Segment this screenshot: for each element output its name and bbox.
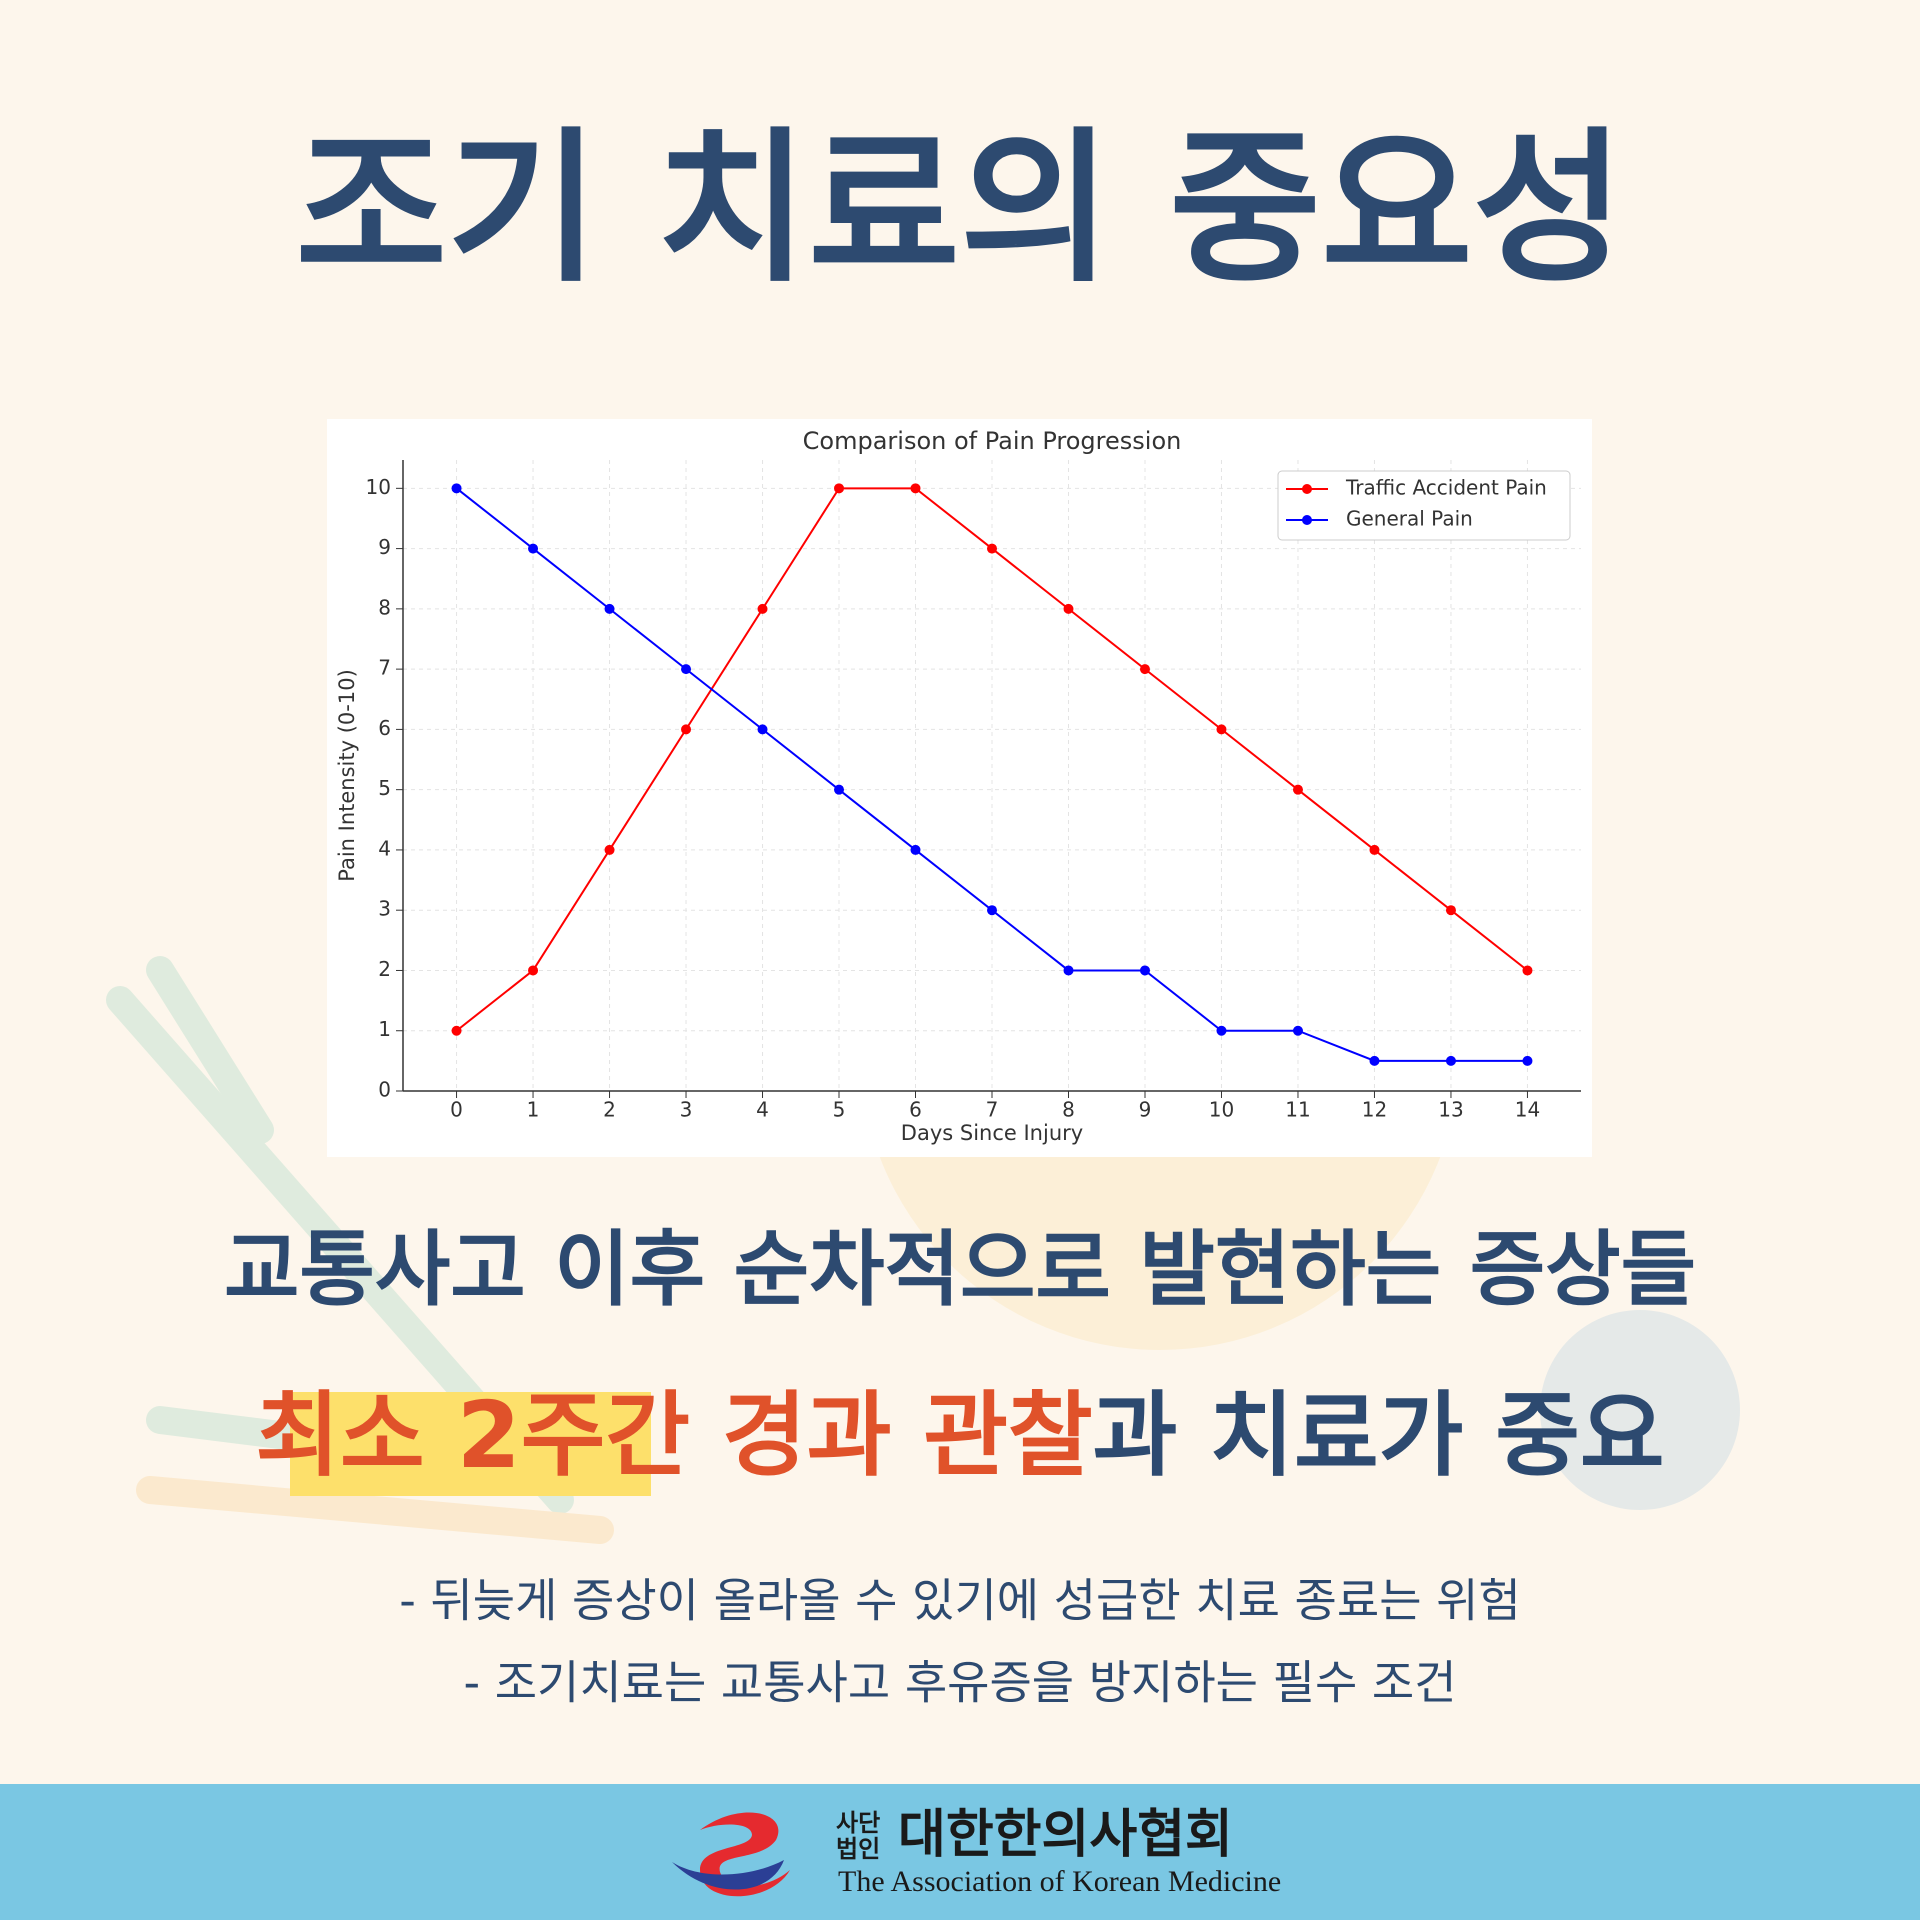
data-point bbox=[1063, 603, 1074, 614]
data-point bbox=[1522, 965, 1533, 976]
y-tick-label: 3 bbox=[378, 897, 391, 921]
chart: Comparison of Pain Progression0123456789… bbox=[335, 427, 1581, 1145]
y-tick-label: 9 bbox=[378, 535, 391, 559]
x-tick-label: 0 bbox=[450, 1098, 463, 1122]
legend-marker bbox=[1302, 515, 1312, 525]
org-name-en: The Association of Korean Medicine bbox=[838, 1865, 1281, 1898]
x-tick-label: 14 bbox=[1515, 1098, 1540, 1122]
org-type: 법인 bbox=[836, 1835, 880, 1863]
data-point bbox=[834, 784, 845, 795]
x-tick-label: 12 bbox=[1362, 1098, 1387, 1122]
x-tick-label: 13 bbox=[1438, 1098, 1463, 1122]
data-point bbox=[1216, 1025, 1227, 1036]
data-point bbox=[1139, 965, 1150, 976]
data-point bbox=[1522, 1055, 1533, 1066]
y-tick-label: 0 bbox=[378, 1078, 391, 1102]
x-tick-label: 4 bbox=[756, 1098, 769, 1122]
emphasis-part: 과 치료가 중요 bbox=[1093, 1382, 1665, 1489]
y-tick-label: 8 bbox=[378, 595, 391, 619]
bullet: - 뒤늦게 증상이 올라올 수 있기에 성급한 치료 종료는 위험 bbox=[399, 1574, 1521, 1628]
footer bbox=[0, 1784, 1920, 1920]
data-point bbox=[1445, 905, 1456, 916]
chart-title: Comparison of Pain Progression bbox=[803, 427, 1182, 455]
data-point bbox=[987, 905, 997, 916]
message-emphasis: 최소 2주간 경과 관찰과 치료가 중요 bbox=[255, 1382, 1664, 1489]
data-point bbox=[910, 844, 921, 855]
data-point bbox=[1139, 664, 1150, 675]
highlight bbox=[290, 1392, 651, 1496]
data-point bbox=[910, 483, 921, 494]
x-tick-label: 7 bbox=[986, 1098, 999, 1122]
legend-label: General Pain bbox=[1346, 507, 1473, 531]
data-point bbox=[451, 483, 462, 494]
data-point bbox=[1063, 965, 1074, 976]
org-name: 대한한의사협회 bbox=[898, 1805, 1233, 1865]
x-tick-label: 8 bbox=[1062, 1098, 1075, 1122]
y-tick-label: 5 bbox=[378, 776, 391, 800]
data-point bbox=[681, 724, 692, 735]
data-point bbox=[528, 965, 539, 976]
chart-background bbox=[327, 419, 1592, 1157]
data-point bbox=[604, 844, 615, 855]
legend-marker bbox=[1302, 484, 1312, 494]
page-title: 조기 치료의 중요성 bbox=[295, 112, 1624, 304]
data-point bbox=[528, 543, 539, 554]
data-point bbox=[604, 603, 615, 614]
x-tick-label: 1 bbox=[527, 1098, 540, 1122]
data-point bbox=[681, 664, 692, 675]
data-point bbox=[1369, 844, 1380, 855]
data-point bbox=[1216, 724, 1227, 735]
x-tick-label: 5 bbox=[833, 1098, 846, 1122]
y-tick-label: 10 bbox=[366, 475, 391, 499]
x-tick-label: 11 bbox=[1285, 1098, 1310, 1122]
legend-box bbox=[1277, 470, 1571, 541]
y-tick-label: 1 bbox=[378, 1017, 391, 1041]
logo bbox=[672, 1812, 790, 1897]
emphasis-part: 최소 2주간 경과 관찰 bbox=[255, 1382, 1092, 1489]
data-point bbox=[451, 1025, 462, 1036]
bullet: - 조기치료는 교통사고 후유증을 방지하는 필수 조건 bbox=[463, 1656, 1456, 1710]
data-point bbox=[757, 603, 768, 614]
org-type: 사단 bbox=[836, 1809, 880, 1837]
y-axis-label: Pain Intensity (0-10) bbox=[335, 669, 359, 882]
x-tick-label: 6 bbox=[909, 1098, 922, 1122]
x-tick-label: 9 bbox=[1139, 1098, 1152, 1122]
message-line: 교통사고 이후 순차적으로 발현하는 증상들 bbox=[224, 1222, 1696, 1317]
data-point bbox=[757, 724, 768, 735]
data-point bbox=[834, 483, 845, 494]
y-tick-label: 7 bbox=[378, 656, 391, 680]
data-point bbox=[1292, 784, 1303, 795]
y-tick-label: 6 bbox=[378, 716, 391, 740]
legend-label: Traffic Accident Pain bbox=[1345, 476, 1547, 500]
x-axis-label: Days Since Injury bbox=[901, 1121, 1083, 1145]
y-tick-label: 4 bbox=[378, 836, 391, 860]
data-point bbox=[987, 543, 997, 554]
data-point bbox=[1292, 1025, 1303, 1036]
y-tick-label: 2 bbox=[378, 957, 391, 981]
x-tick-label: 10 bbox=[1209, 1098, 1234, 1122]
data-point bbox=[1369, 1055, 1380, 1066]
x-tick-label: 2 bbox=[603, 1098, 616, 1122]
x-tick-label: 3 bbox=[680, 1098, 693, 1122]
data-point bbox=[1445, 1055, 1456, 1066]
